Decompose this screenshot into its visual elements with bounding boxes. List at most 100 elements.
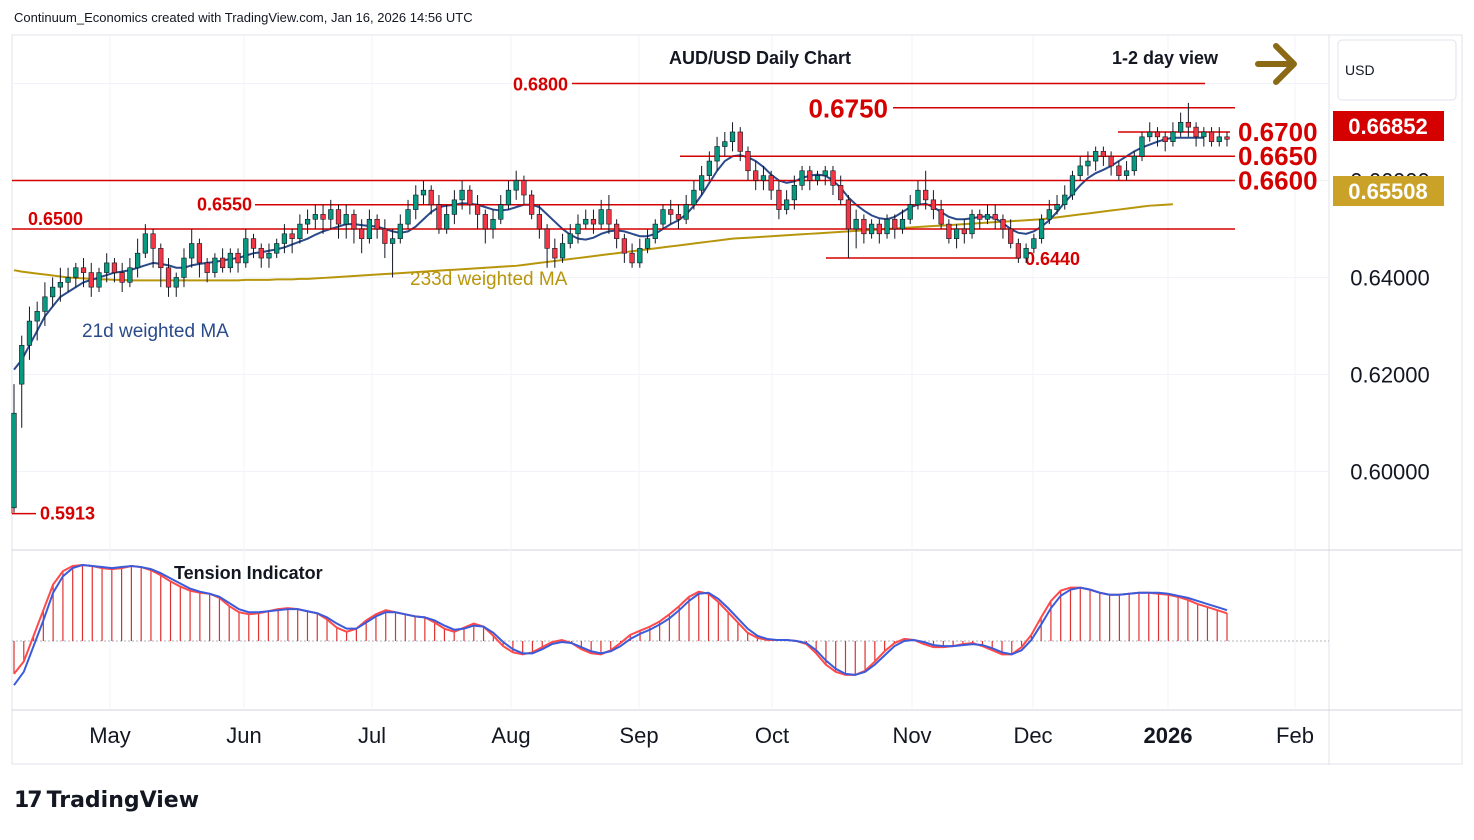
- level-label: 0.6700: [1238, 117, 1318, 147]
- candle: [699, 175, 705, 191]
- candle: [1031, 238, 1037, 249]
- level-label: 0.6650: [1238, 141, 1318, 171]
- candle: [142, 233, 148, 254]
- candle: [26, 320, 33, 346]
- candle: [274, 243, 280, 254]
- candle: [34, 311, 40, 322]
- candle: [444, 214, 450, 230]
- candle: [11, 412, 17, 509]
- candle: [289, 233, 295, 239]
- candle: [382, 228, 388, 244]
- candle: [783, 199, 790, 210]
- candle: [1185, 121, 1191, 128]
- x-tick-label: Jul: [358, 723, 386, 748]
- candle: [181, 257, 187, 278]
- currency-label: USD: [1345, 62, 1375, 78]
- candle: [482, 214, 488, 230]
- candle: [791, 185, 797, 201]
- candle: [1147, 131, 1153, 138]
- candle: [1170, 131, 1176, 142]
- current-price-value: 0.66852: [1348, 114, 1428, 139]
- candle: [714, 146, 720, 162]
- candle: [583, 218, 589, 225]
- candle: [1000, 218, 1006, 230]
- candle: [250, 238, 257, 249]
- candle: [629, 252, 635, 264]
- forward-arrow-icon: [1255, 43, 1297, 85]
- candle: [111, 262, 118, 273]
- candle: [899, 218, 906, 230]
- level-label: 0.5913: [40, 504, 95, 524]
- x-tick-label: Feb: [1276, 723, 1314, 748]
- candle: [1139, 136, 1145, 157]
- candle: [135, 252, 141, 269]
- candle: [96, 272, 102, 288]
- candle: [614, 223, 620, 239]
- candle: [1193, 126, 1199, 138]
- candle: [1008, 228, 1014, 244]
- candle: [691, 189, 697, 206]
- candle: [1116, 165, 1122, 176]
- candle: [1023, 248, 1029, 259]
- candle: [165, 267, 172, 288]
- ma233-value: 0.65508: [1348, 179, 1428, 204]
- candle: [57, 282, 63, 288]
- candle: [814, 175, 821, 181]
- x-tick-label: Dec: [1013, 723, 1052, 748]
- candle: [343, 214, 349, 225]
- ma233-label: 233d weighted MA: [410, 269, 568, 290]
- candle: [590, 218, 597, 225]
- candle: [266, 252, 272, 259]
- candle: [413, 194, 419, 210]
- candle: [42, 296, 48, 312]
- x-tick-label: Oct: [755, 723, 789, 748]
- candle: [1093, 151, 1099, 162]
- candle: [1077, 165, 1083, 176]
- candle: [907, 204, 913, 220]
- candle: [1108, 155, 1114, 167]
- candle: [374, 218, 380, 230]
- y-tick-label: 0.60000: [1350, 459, 1430, 484]
- candle: [822, 170, 828, 176]
- candle: [660, 209, 666, 225]
- candle: [853, 218, 859, 230]
- candle: [1015, 243, 1022, 259]
- candle: [745, 151, 751, 172]
- view-note: 1-2 day view: [1112, 48, 1219, 68]
- candle: [984, 214, 991, 220]
- tradingview-logo-text: TradingView: [46, 788, 200, 813]
- candle: [212, 257, 218, 273]
- candle: [1201, 131, 1207, 138]
- candle: [706, 160, 712, 176]
- candle: [861, 218, 867, 235]
- ma21-label: 21d weighted MA: [82, 321, 229, 342]
- candle: [552, 248, 558, 259]
- candle: [838, 185, 844, 201]
- level-label: 0.6500: [28, 209, 83, 229]
- candle: [1208, 131, 1215, 142]
- level-label: 0.6750: [808, 94, 888, 124]
- candle: [529, 194, 535, 215]
- candle: [961, 228, 967, 235]
- candle: [243, 238, 249, 264]
- candle: [459, 189, 465, 201]
- candle: [1085, 160, 1091, 167]
- candle: [513, 180, 519, 191]
- x-tick-label: Nov: [892, 723, 931, 748]
- candle: [868, 223, 875, 235]
- currency-selector[interactable]: [1337, 39, 1457, 101]
- candle: [683, 204, 689, 220]
- candle: [119, 272, 125, 283]
- candle: [65, 277, 71, 283]
- candle: [652, 223, 658, 239]
- candle: [297, 223, 303, 239]
- candle: [451, 199, 458, 215]
- tradingview-logo[interactable]: 17 TradingView: [14, 788, 199, 813]
- candle: [428, 189, 434, 206]
- price-badge: [1333, 111, 1444, 141]
- candle: [915, 189, 921, 206]
- candle: [892, 218, 898, 230]
- level-label: 0.6800: [513, 74, 568, 94]
- candle: [204, 262, 210, 273]
